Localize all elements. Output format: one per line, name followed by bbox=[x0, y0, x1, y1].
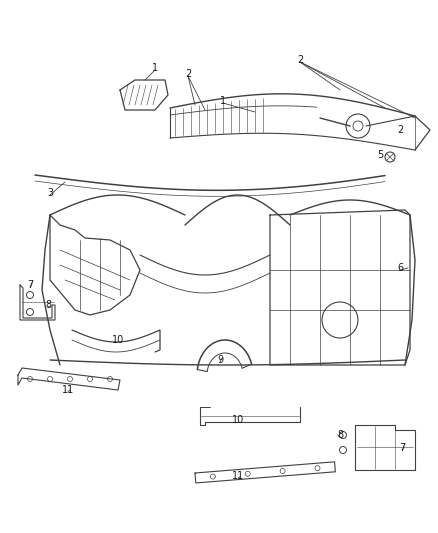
Text: 9: 9 bbox=[217, 355, 223, 365]
Text: 7: 7 bbox=[399, 443, 405, 453]
Text: 11: 11 bbox=[232, 471, 244, 481]
Text: 2: 2 bbox=[397, 125, 403, 135]
Text: 2: 2 bbox=[185, 69, 191, 79]
Text: 1: 1 bbox=[152, 63, 158, 73]
Text: 7: 7 bbox=[27, 280, 33, 290]
Text: 5: 5 bbox=[377, 150, 383, 160]
Text: 1: 1 bbox=[220, 96, 226, 106]
Text: 2: 2 bbox=[297, 55, 303, 65]
Text: 3: 3 bbox=[47, 188, 53, 198]
Text: 8: 8 bbox=[45, 300, 51, 310]
Text: 8: 8 bbox=[337, 430, 343, 440]
Text: 10: 10 bbox=[112, 335, 124, 345]
Text: 6: 6 bbox=[397, 263, 403, 273]
Text: 10: 10 bbox=[232, 415, 244, 425]
Text: 11: 11 bbox=[62, 385, 74, 395]
